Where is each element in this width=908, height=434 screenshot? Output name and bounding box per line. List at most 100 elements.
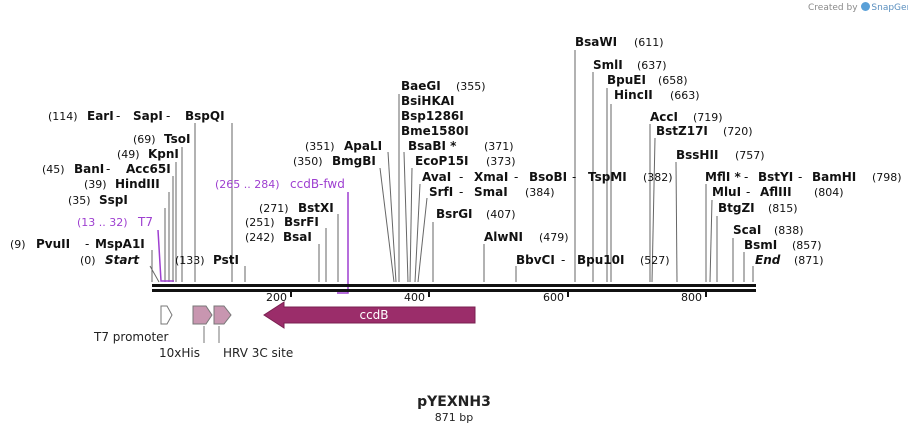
site-enzyme: EarI	[87, 109, 114, 123]
site-label[interactable]: End (871)	[755, 253, 824, 267]
site-label[interactable]: ScaI (838)	[733, 223, 804, 237]
site-sep: -	[514, 170, 522, 184]
site-label[interactable]: (49) KpnI	[117, 147, 179, 161]
plasmid-length: 871 bp	[434, 411, 474, 424]
hrv-3c-site-arrow[interactable]	[213, 305, 232, 325]
site-pos: (838)	[774, 224, 804, 237]
site-pos: (49)	[117, 148, 140, 161]
site-pos: (371)	[484, 140, 514, 153]
10xhis-arrow[interactable]	[192, 305, 213, 325]
site-enzyme: MspA1I	[95, 237, 145, 251]
site-enzyme: BsaWI	[575, 35, 617, 49]
site-enzyme: BsaI	[283, 230, 312, 244]
site-pos: (611)	[634, 36, 664, 49]
site-pos: (242)	[245, 231, 275, 244]
site-pos: (45)	[42, 163, 65, 176]
site-pos: (637)	[637, 59, 667, 72]
site-enzyme: SapI	[133, 109, 163, 123]
site-label[interactable]: BsmI (857)	[744, 238, 822, 252]
site-label[interactable]: Bme1580I	[401, 124, 469, 138]
site-label[interactable]: BtgZI (815)	[718, 201, 798, 215]
site-enzyme: BanI	[74, 162, 104, 176]
site-enzyme: BsoBI	[529, 170, 567, 184]
site-sep: -	[572, 170, 580, 184]
site-label[interactable]: (351) ApaLI	[305, 139, 382, 153]
site-sep: -	[459, 170, 467, 184]
ruler-label-400: 400	[404, 291, 425, 304]
ccdb-fwd-primer-bracket	[337, 192, 349, 294]
site-label[interactable]: HincII (663)	[614, 88, 700, 102]
site-enzyme: Start	[105, 253, 140, 267]
primer-name: T7	[137, 215, 153, 229]
primer-name: ccdB-fwd	[290, 177, 345, 191]
site-enzyme: EcoP15I	[415, 154, 469, 168]
primer-label[interactable]: (265 .. 284) ccdB-fwd	[215, 177, 345, 191]
site-label[interactable]: MflI * - BstYI - BamHI (798)	[705, 170, 902, 184]
site-label[interactable]: BsaWI (611)	[575, 35, 664, 49]
site-enzyme: AlwNI	[484, 230, 523, 244]
site-label[interactable]: (45) BanI - Acc65I	[42, 162, 171, 176]
site-enzyme: XmaI	[474, 170, 508, 184]
ccdb-label: ccdB	[359, 308, 388, 322]
primer-label[interactable]: (13 .. 32) T7	[77, 215, 153, 229]
site-enzyme: BtgZI	[718, 201, 755, 215]
site-pos: (382)	[643, 171, 673, 184]
site-label[interactable]: SmlI (637)	[593, 58, 667, 72]
site-label[interactable]: AvaI - XmaI - BsoBI - TspMI (382)	[422, 170, 673, 184]
site-enzyme: SmlI	[593, 58, 623, 72]
site-pos: (69)	[133, 133, 156, 146]
site-enzyme: ApaLI	[344, 139, 382, 153]
site-pos: (0)	[80, 254, 96, 267]
site-label[interactable]: BssHII (757)	[676, 148, 765, 162]
site-enzyme: BsaBI *	[408, 139, 457, 153]
site-label[interactable]: (69) TsoI	[133, 132, 190, 146]
site-label[interactable]: (251) BsrFI	[245, 215, 319, 229]
site-enzyme: BsrGI	[436, 207, 473, 221]
site-pos: (350)	[293, 155, 323, 168]
site-label[interactable]: BpuEI (658)	[607, 73, 688, 87]
site-label[interactable]: (0) Start	[80, 253, 140, 267]
site-label[interactable]: AccI (719)	[650, 110, 723, 124]
site-sep: -	[116, 109, 124, 123]
site-label[interactable]: BsaBI * (371)	[408, 139, 514, 153]
site-label[interactable]: BbvCI - Bpu10I (527)	[516, 253, 670, 267]
site-label[interactable]: (35) SspI	[68, 193, 128, 207]
site-label[interactable]: (350) BmgBI	[293, 154, 376, 168]
site-label[interactable]: (39) HindIII	[84, 177, 160, 191]
site-label[interactable]: AlwNI (479)	[484, 230, 569, 244]
site-enzyme: BssHII	[676, 148, 718, 162]
site-pos: (373)	[486, 155, 516, 168]
site-label[interactable]: (271) BstXI	[259, 201, 334, 215]
site-label[interactable]: MluI - AflIII (804)	[712, 185, 844, 199]
site-pos: (798)	[872, 171, 902, 184]
site-label[interactable]: (242) BsaI	[245, 230, 312, 244]
ccdb-arrow[interactable]	[263, 301, 476, 329]
site-label[interactable]: BaeGI (355)	[401, 79, 486, 93]
site-label[interactable]: (9) PvuII - MspA1I	[10, 237, 145, 251]
site-enzyme: BaeGI	[401, 79, 441, 93]
t7-promoter-arrow[interactable]	[160, 305, 173, 325]
site-pos: (407)	[486, 208, 516, 221]
site-enzyme: SrfI	[429, 185, 453, 199]
site-pos: (527)	[640, 254, 670, 267]
site-enzyme: MluI	[712, 185, 741, 199]
site-label[interactable]: (133) PstI	[175, 253, 239, 267]
site-enzyme: Bpu10I	[577, 253, 624, 267]
site-label[interactable]: BsrGI (407)	[436, 207, 516, 221]
backbone	[152, 284, 756, 292]
ruler-label-800: 800	[681, 291, 702, 304]
ruler-label-600: 600	[543, 291, 564, 304]
t7-promoter-label: T7 promoter	[93, 330, 169, 344]
hrv-3c-site-label: HRV 3C site	[223, 346, 293, 360]
site-label[interactable]: BstZ17I (720)	[656, 124, 753, 138]
site-label[interactable]: BsiHKAI	[401, 94, 455, 108]
site-enzyme: BstXI	[298, 201, 334, 215]
credit: Created by SnapGene	[808, 2, 908, 13]
site-label[interactable]: Bsp1286I	[401, 109, 464, 123]
site-label[interactable]: SrfI - SmaI (384)	[429, 185, 555, 199]
site-sep: -	[459, 185, 467, 199]
site-pos: (720)	[723, 125, 753, 138]
site-label[interactable]: (114) EarI - SapI - BspQI	[48, 109, 225, 123]
site-label[interactable]: EcoP15I (373)	[415, 154, 516, 168]
